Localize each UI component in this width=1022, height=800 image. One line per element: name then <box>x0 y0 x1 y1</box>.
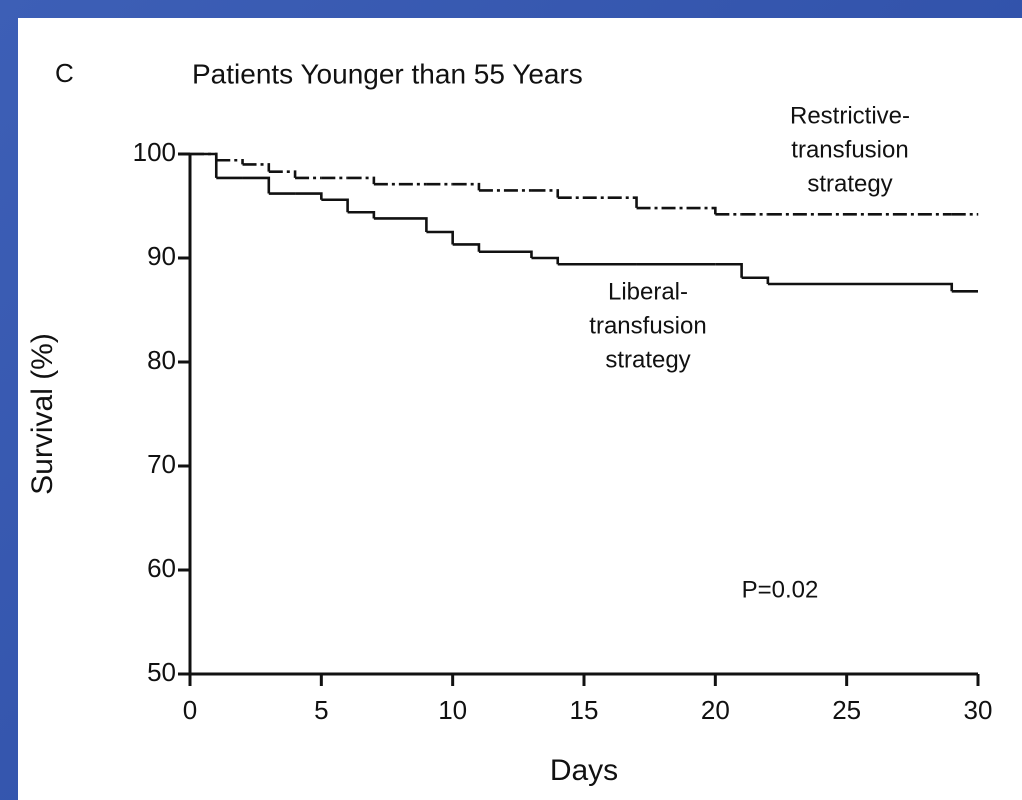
annotation: P=0.02 <box>742 576 819 603</box>
x-tick-label: 10 <box>438 695 467 725</box>
y-tick-label: 50 <box>147 657 176 687</box>
survival-step <box>347 210 376 219</box>
survival-step <box>347 176 376 185</box>
survival-step <box>426 230 454 245</box>
x-tick-label: 20 <box>701 695 730 725</box>
survival-step <box>531 256 560 265</box>
x-tick-label: 15 <box>570 695 599 725</box>
panel-label: C <box>55 58 74 88</box>
survival-step <box>636 206 717 215</box>
annotation: transfusion <box>791 136 908 163</box>
annotation: Restrictive- <box>790 102 910 129</box>
survival-step <box>478 250 533 258</box>
x-axis-label: Days <box>550 754 618 787</box>
survival-step <box>321 198 349 213</box>
survival-step <box>452 243 481 252</box>
survival-step <box>715 262 743 278</box>
annotation: strategy <box>605 346 690 373</box>
survival-step <box>295 192 323 200</box>
x-tick-label: 0 <box>183 695 197 725</box>
survival-step <box>741 276 770 284</box>
survival-step <box>373 217 428 232</box>
annotation: strategy <box>807 170 892 197</box>
y-tick-label: 80 <box>147 345 176 375</box>
y-tick-label: 70 <box>147 449 176 479</box>
survival-step <box>242 176 271 194</box>
x-tick-label: 30 <box>964 695 993 725</box>
slide-panel <box>18 18 1022 800</box>
survival-step <box>452 182 481 191</box>
survival-step <box>531 189 560 198</box>
survival-step <box>268 170 297 178</box>
y-tick-label: 60 <box>147 553 176 583</box>
survival-step <box>767 282 954 292</box>
annotation: transfusion <box>589 312 706 339</box>
x-tick-label: 25 <box>832 695 861 725</box>
y-tick-label: 90 <box>147 241 176 271</box>
survival-step <box>557 196 638 209</box>
chart-title: Patients Younger than 55 Years <box>192 58 583 89</box>
survival-step <box>216 158 244 165</box>
y-tick-label: 100 <box>133 137 176 167</box>
y-axis-label: Survival (%) <box>26 333 59 495</box>
survival-step <box>190 152 218 178</box>
survival-step <box>242 163 271 172</box>
annotation: Liberal- <box>608 278 688 305</box>
x-tick-label: 5 <box>314 695 328 725</box>
